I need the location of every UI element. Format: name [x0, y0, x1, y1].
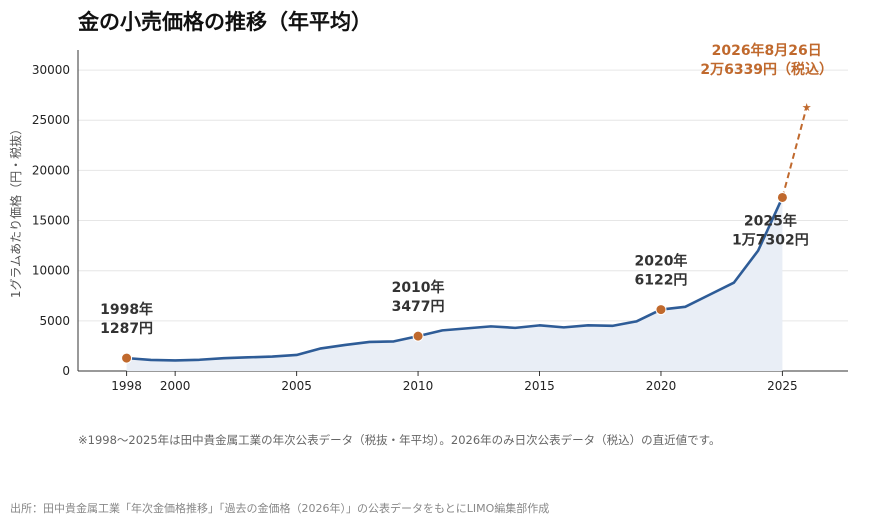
- data-label: 2025年 1万7302円: [732, 212, 809, 248]
- point-marker: [412, 330, 424, 342]
- x-tick-label: 2025: [767, 379, 798, 393]
- y-tick-label: 20000: [32, 163, 70, 177]
- data-label: 2020年 6122円: [634, 253, 687, 289]
- y-tick-label: 15000: [32, 214, 70, 228]
- y-tick-label: 30000: [32, 63, 70, 77]
- footnote: ※1998〜2025年は田中貴金属工業の年次公表データ（税抜・年平均）。2026…: [78, 433, 721, 447]
- data-label-line: 2025年: [744, 212, 797, 229]
- data-label-line: 1万7302円: [732, 232, 809, 248]
- data-label-line: 1998年: [100, 301, 153, 318]
- x-tick-label: 2005: [281, 379, 312, 393]
- y-tick-label: 25000: [32, 113, 70, 127]
- y-tick-label: 5000: [39, 314, 70, 328]
- x-tick-label: 2010: [403, 379, 434, 393]
- source-credit: 出所：田中貴金属工業「年次金価格推移」「過去の金価格（2026年）」の公表データ…: [10, 502, 550, 515]
- data-label-line: 2万6339円（税込）: [700, 61, 833, 78]
- x-tick-label: 2015: [524, 379, 555, 393]
- x-tick-label: 2000: [160, 379, 191, 393]
- data-label-line: 3477円: [392, 299, 445, 315]
- y-tick-label: 10000: [32, 264, 70, 278]
- price-line: [126, 196, 784, 362]
- data-label: 2026年8月26日 2万6339円（税込）: [700, 42, 833, 78]
- point-marker: [655, 304, 667, 316]
- x-tick-label: 1998: [111, 379, 142, 393]
- data-label-line: 2020年: [634, 253, 687, 270]
- area-fill: [126, 197, 783, 371]
- data-label-line: 6122円: [634, 273, 687, 289]
- data-label: 2010年 3477円: [392, 279, 445, 315]
- star-marker: ★: [802, 101, 812, 114]
- x-tick-label: 2020: [646, 379, 677, 393]
- point-marker: [776, 191, 788, 203]
- projection-line: [781, 106, 808, 198]
- data-label-line: 2010年: [392, 279, 445, 296]
- point-marker: [121, 352, 133, 364]
- y-tick-label: 0: [62, 364, 70, 378]
- data-label-line: 1287円: [100, 321, 153, 337]
- data-label-line: 2026年8月26日: [712, 42, 822, 59]
- y-axis-label: 1グラムあたり価格（円・税抜）: [8, 123, 23, 298]
- data-label: 1998年 1287円: [100, 301, 153, 337]
- chart-title: 金の小売価格の推移（年平均）: [78, 10, 372, 34]
